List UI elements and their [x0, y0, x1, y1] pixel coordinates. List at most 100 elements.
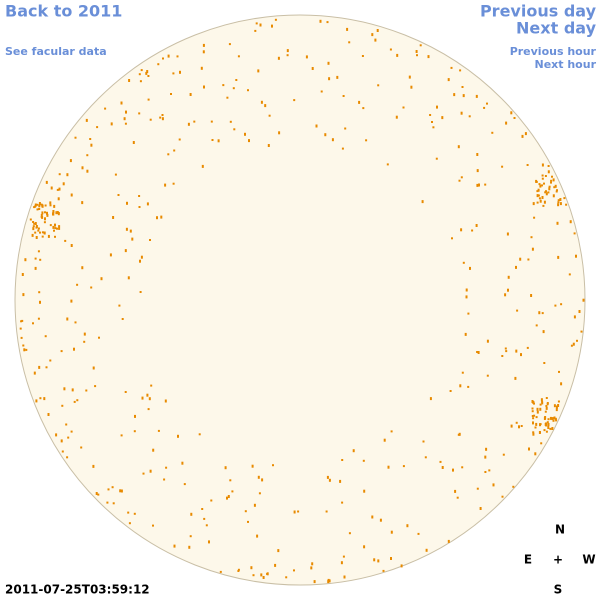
- facula: [24, 258, 27, 262]
- facula: [81, 266, 84, 270]
- facula: [545, 190, 547, 193]
- facula: [117, 194, 120, 196]
- facula: [501, 495, 504, 498]
- facula: [203, 517, 206, 520]
- facula: [248, 139, 250, 143]
- facula: [461, 86, 464, 88]
- facula: [531, 410, 534, 413]
- facula: [547, 423, 550, 426]
- facula: [293, 510, 296, 514]
- facula: [43, 397, 46, 401]
- facula: [521, 134, 524, 138]
- facula: [484, 183, 487, 186]
- facula: [45, 180, 48, 184]
- facula: [70, 193, 73, 197]
- facula: [41, 215, 44, 219]
- facula: [53, 229, 55, 232]
- facula: [326, 21, 329, 24]
- facula: [541, 312, 544, 315]
- facula: [227, 495, 230, 498]
- facula: [352, 449, 355, 453]
- facula: [52, 225, 55, 229]
- facula: [161, 114, 164, 116]
- compass-south: S: [554, 583, 563, 597]
- facula: [208, 540, 210, 544]
- facula: [107, 488, 110, 491]
- facula: [531, 415, 534, 417]
- facula: [161, 117, 164, 121]
- facula: [475, 94, 478, 98]
- facula: [504, 347, 507, 350]
- previous-hour-link[interactable]: Previous hour: [510, 45, 597, 58]
- facular-link[interactable]: See facular data: [5, 45, 107, 58]
- facula: [152, 524, 154, 527]
- facula: [96, 126, 99, 129]
- facula: [50, 186, 53, 190]
- facula: [462, 94, 465, 98]
- facula: [247, 520, 249, 523]
- facula: [85, 118, 88, 122]
- facula: [532, 431, 535, 434]
- facula: [515, 265, 517, 269]
- facula: [179, 70, 181, 74]
- facula: [252, 574, 255, 577]
- facula: [557, 201, 560, 204]
- facula: [510, 424, 513, 428]
- facula: [57, 212, 60, 214]
- facula: [170, 93, 172, 95]
- facula: [86, 154, 89, 157]
- facula: [202, 43, 205, 47]
- facula: [32, 322, 34, 325]
- facula: [327, 61, 330, 65]
- facula: [64, 239, 67, 242]
- facula: [147, 75, 150, 77]
- facula: [255, 22, 258, 25]
- facula: [149, 469, 152, 473]
- facula: [383, 438, 386, 442]
- facula: [173, 149, 176, 152]
- facula: [539, 403, 542, 406]
- facula: [501, 355, 504, 357]
- facula: [172, 72, 175, 75]
- facula: [41, 235, 44, 238]
- facula: [256, 534, 259, 538]
- facula: [400, 564, 403, 568]
- facula: [63, 387, 66, 391]
- facula: [559, 202, 562, 206]
- facula: [156, 216, 158, 220]
- facula: [125, 110, 127, 114]
- facula: [134, 414, 136, 418]
- facula: [348, 41, 351, 44]
- facula: [260, 573, 263, 577]
- facula: [150, 384, 153, 387]
- facula: [379, 518, 382, 522]
- back-link[interactable]: Back to 2011: [5, 2, 122, 21]
- facula: [33, 371, 36, 375]
- timestamp: 2011-07-25T03:59:12: [5, 583, 150, 597]
- facula: [550, 181, 552, 184]
- facula: [476, 153, 479, 156]
- facula: [533, 414, 536, 417]
- facula: [539, 431, 541, 434]
- facula: [97, 493, 100, 496]
- facula: [35, 225, 38, 228]
- facula: [541, 184, 543, 187]
- facula: [22, 293, 25, 297]
- next-day-link[interactable]: Next day: [516, 19, 597, 38]
- previous-day-link[interactable]: Previous day: [480, 2, 597, 21]
- facula: [133, 430, 136, 433]
- facula: [293, 569, 295, 572]
- facula: [211, 139, 214, 141]
- facula: [187, 122, 190, 126]
- facula: [37, 229, 40, 232]
- facula: [580, 330, 583, 333]
- facula: [38, 204, 41, 208]
- facula: [547, 170, 550, 174]
- facula: [554, 184, 557, 188]
- facula: [478, 183, 480, 187]
- facula: [551, 417, 554, 421]
- facula: [262, 576, 265, 579]
- next-hour-link[interactable]: Next hour: [535, 58, 597, 71]
- facula: [538, 183, 541, 186]
- facula: [94, 385, 97, 388]
